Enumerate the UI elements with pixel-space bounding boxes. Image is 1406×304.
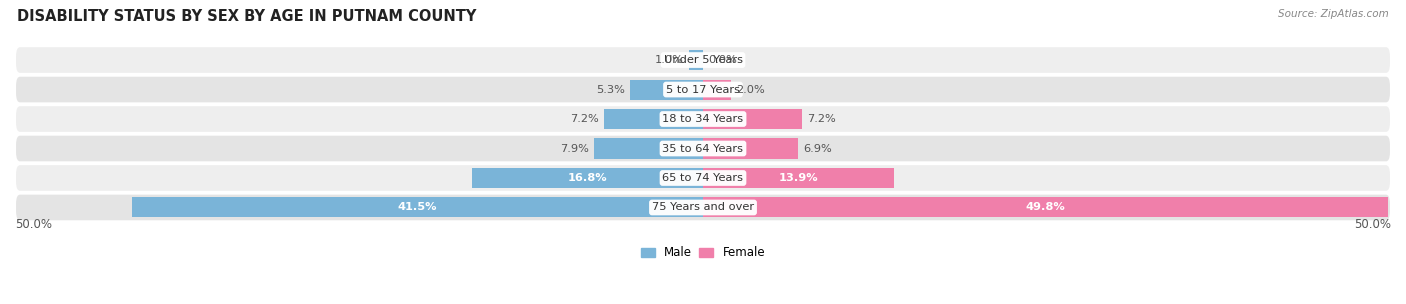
Text: 65 to 74 Years: 65 to 74 Years — [662, 173, 744, 183]
Bar — [703, 109, 801, 129]
Text: Source: ZipAtlas.com: Source: ZipAtlas.com — [1278, 9, 1389, 19]
Text: 50.0%: 50.0% — [15, 218, 52, 231]
Bar — [630, 80, 703, 100]
FancyBboxPatch shape — [15, 164, 1391, 192]
Text: 0.0%: 0.0% — [709, 55, 737, 65]
FancyBboxPatch shape — [15, 46, 1391, 74]
Text: DISABILITY STATUS BY SEX BY AGE IN PUTNAM COUNTY: DISABILITY STATUS BY SEX BY AGE IN PUTNA… — [17, 9, 477, 24]
Bar — [132, 198, 703, 217]
Bar — [472, 168, 703, 188]
FancyBboxPatch shape — [15, 135, 1391, 162]
Bar — [703, 139, 799, 158]
Bar — [595, 139, 703, 158]
Text: 13.9%: 13.9% — [779, 173, 818, 183]
Text: 1.0%: 1.0% — [655, 55, 683, 65]
Text: 7.2%: 7.2% — [807, 114, 837, 124]
Legend: Male, Female: Male, Female — [641, 247, 765, 260]
Text: Under 5 Years: Under 5 Years — [664, 55, 742, 65]
Text: 7.2%: 7.2% — [569, 114, 599, 124]
Text: 7.9%: 7.9% — [560, 143, 589, 154]
Text: 41.5%: 41.5% — [398, 202, 437, 212]
FancyBboxPatch shape — [15, 105, 1391, 133]
Text: 75 Years and over: 75 Years and over — [652, 202, 754, 212]
Text: 35 to 64 Years: 35 to 64 Years — [662, 143, 744, 154]
Text: 18 to 34 Years: 18 to 34 Years — [662, 114, 744, 124]
Text: 5.3%: 5.3% — [596, 85, 624, 95]
Text: 50.0%: 50.0% — [1354, 218, 1391, 231]
FancyBboxPatch shape — [15, 76, 1391, 103]
Bar — [605, 109, 703, 129]
Bar — [703, 198, 1388, 217]
Bar — [703, 80, 731, 100]
Text: 5 to 17 Years: 5 to 17 Years — [666, 85, 740, 95]
Bar — [703, 168, 894, 188]
FancyBboxPatch shape — [15, 194, 1391, 221]
Text: 49.8%: 49.8% — [1026, 202, 1066, 212]
Text: 2.0%: 2.0% — [735, 85, 765, 95]
Text: 6.9%: 6.9% — [803, 143, 832, 154]
Text: 16.8%: 16.8% — [568, 173, 607, 183]
Bar — [689, 50, 703, 70]
